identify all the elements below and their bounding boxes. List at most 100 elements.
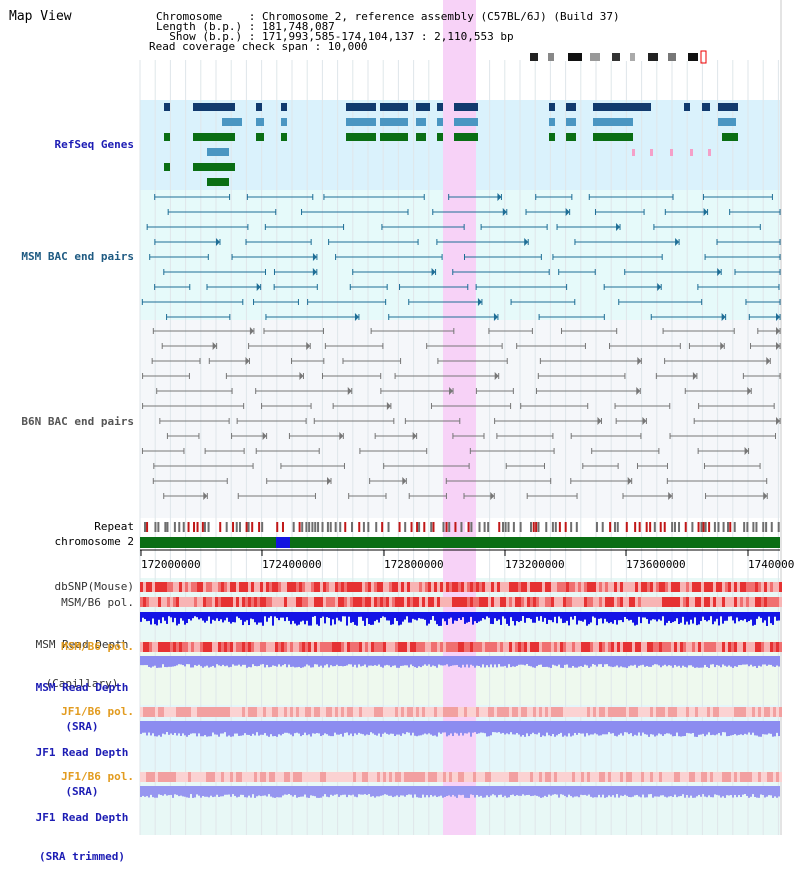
repeat-element <box>671 522 674 532</box>
read-depth-bar <box>508 612 510 626</box>
read-depth-bar <box>344 656 346 667</box>
track-label-msm-bac[interactable]: MSM BAC end pairs <box>21 250 134 263</box>
snp-density-cell <box>584 597 587 607</box>
snp-density-cell <box>479 582 482 592</box>
snp-density-cell <box>560 642 563 652</box>
read-depth-bar <box>608 786 610 796</box>
repeat-element <box>476 522 479 532</box>
snp-density-cell <box>227 707 230 717</box>
track-label-jf1-depth-sra[interactable]: JF1 Read Depth (SRA) <box>20 720 144 824</box>
read-depth-bar <box>258 612 260 623</box>
track-label-b6n-bac[interactable]: B6N BAC end pairs <box>21 415 134 428</box>
read-depth-bar <box>686 786 688 795</box>
read-depth-bar <box>374 721 376 735</box>
read-depth-bar <box>316 786 318 798</box>
snp-density-cell <box>164 642 167 652</box>
read-depth-bar <box>676 721 678 733</box>
snp-density-cell <box>494 597 497 607</box>
repeat-element <box>258 522 261 532</box>
snp-density-cell <box>326 772 329 782</box>
snp-density-cell <box>518 772 521 782</box>
track-label-refseq[interactable]: RefSeq Genes <box>54 138 134 151</box>
read-depth-bar <box>392 721 394 734</box>
snp-density-cell <box>224 582 227 592</box>
snp-density-cell <box>425 582 428 592</box>
snp-density-cell <box>311 707 314 717</box>
read-depth-bar <box>264 721 266 734</box>
track-label-msm-depth-capillary[interactable]: MSM Read Depth (Capillary) <box>20 612 144 716</box>
track-label-jf1-b6-pol-2[interactable]: JF1/B6 pol. <box>61 770 134 783</box>
read-depth-bar <box>610 786 612 797</box>
read-depth-bar <box>726 786 728 796</box>
snp-density-cell <box>161 707 164 717</box>
read-depth-bar <box>728 721 730 737</box>
read-depth-bar <box>400 786 402 796</box>
snp-density-cell <box>269 642 272 652</box>
read-depth-bar <box>532 612 534 623</box>
length-info: Length (b.p.) : 181,748,087 <box>156 20 335 33</box>
read-depth-bar <box>220 721 222 734</box>
read-depth-bar <box>630 721 632 734</box>
read-depth-bar <box>752 786 754 795</box>
read-depth-bar <box>326 612 328 618</box>
snp-density-cell <box>725 582 728 592</box>
read-depth-bar <box>304 721 306 733</box>
track-label-dbsnp[interactable]: dbSNP(Mouse) <box>54 580 134 593</box>
read-depth-bar <box>258 786 260 796</box>
read-depth-bar <box>674 721 676 737</box>
repeat-element <box>152 522 155 532</box>
snp-density-cell <box>548 707 551 717</box>
ideogram-band <box>668 53 676 61</box>
genome-browser-canvas[interactable] <box>0 0 800 835</box>
read-depth-bar <box>552 721 554 734</box>
snp-density-cell <box>731 582 734 592</box>
read-depth-bar <box>240 612 242 620</box>
read-depth-bar <box>470 786 472 795</box>
snp-density-cell <box>341 707 344 717</box>
snp-density-cell <box>674 597 677 607</box>
track-label-msm-b6-pol[interactable]: MSM/B6 pol. <box>61 596 134 609</box>
read-depth-bar <box>332 786 334 796</box>
read-depth-bar <box>652 721 654 735</box>
read-depth-bar <box>730 786 732 796</box>
track-label-jf1-depth-trimmed[interactable]: JF1 Read Depth (SRA trimmed) <box>20 785 144 889</box>
snp-density-cell <box>146 582 149 592</box>
snp-density-cell <box>479 772 482 782</box>
read-depth-bar <box>198 612 200 620</box>
read-depth-bar <box>214 656 216 668</box>
snp-density-cell <box>383 707 386 717</box>
read-depth-bar <box>704 721 706 737</box>
snp-density-cell <box>506 772 509 782</box>
track-label-jf1-b6-pol[interactable]: JF1/B6 pol. <box>61 705 134 718</box>
repeat-element <box>261 522 264 532</box>
snp-density-cell <box>368 772 371 782</box>
snp-density-cell <box>182 772 185 782</box>
snp-density-cell <box>683 642 686 652</box>
track-label-msm-depth-sra[interactable]: MSM Read Depth (SRA) <box>20 655 144 759</box>
snp-density-cell <box>542 707 545 717</box>
track-label-repeat[interactable]: Repeat <box>94 520 134 533</box>
gene-block <box>416 133 426 141</box>
read-depth-bar <box>240 721 242 736</box>
snp-density-cell <box>710 582 713 592</box>
track-label-chromosome[interactable]: chromosome 2 <box>54 535 134 548</box>
snp-density-cell <box>191 642 194 652</box>
read-depth-bar <box>484 612 486 620</box>
track-label-msm-b6-pol-2[interactable]: MSM/B6 pol. <box>61 640 134 653</box>
snp-density-cell <box>482 582 485 592</box>
read-depth-bar <box>588 786 590 795</box>
read-depth-bar <box>532 721 534 733</box>
read-depth-bar <box>286 786 288 795</box>
read-depth-bar <box>550 786 552 796</box>
snp-density-cell <box>365 642 368 652</box>
snp-density-cell <box>221 707 224 717</box>
snp-density-cell <box>248 772 251 782</box>
read-depth-bar <box>690 656 692 666</box>
snp-density-cell <box>599 707 602 717</box>
snp-density-cell <box>653 642 656 652</box>
snp-density-cell <box>161 597 164 607</box>
read-depth-bar <box>548 721 550 736</box>
snp-density-cell <box>380 772 383 782</box>
snp-density-cell <box>335 597 338 607</box>
snp-density-cell <box>392 707 395 717</box>
